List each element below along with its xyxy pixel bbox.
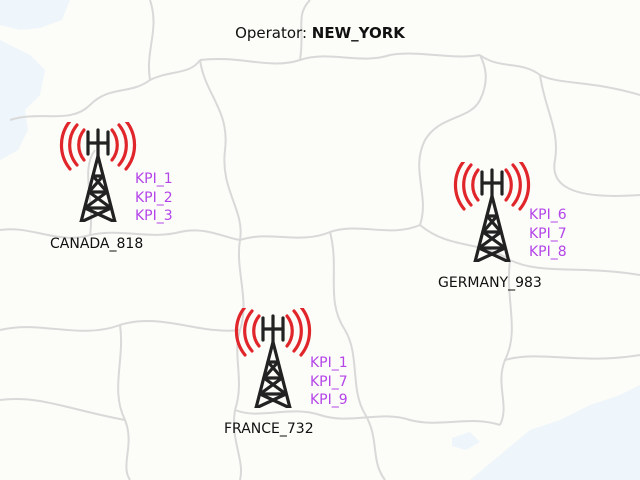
cell-tower-graphic (234, 305, 312, 410)
kpi-item: KPI_2 (135, 189, 173, 206)
cell-tower-icon[interactable] (48, 119, 148, 224)
site-label: CANADA_818 (50, 236, 144, 252)
kpi-item: KPI_7 (529, 225, 567, 242)
site-label: FRANCE_732 (224, 421, 314, 437)
kpi-item: KPI_8 (529, 244, 567, 260)
water-southeast (470, 385, 640, 480)
kpi-list: KPI_1 KPI_7 KPI_9 (310, 354, 348, 410)
kpi-item: KPI_9 (310, 392, 348, 408)
water-lake (452, 432, 480, 450)
kpi-item: KPI_3 (135, 208, 173, 224)
cell-tower-graphic (59, 119, 137, 224)
operator-name: NEW_YORK (311, 24, 405, 42)
kpi-list: KPI_6 KPI_7 KPI_8 (529, 206, 567, 262)
cell-tower-graphic (453, 159, 531, 264)
kpi-item: KPI_1 (135, 171, 173, 187)
water-northwest (0, 40, 45, 160)
water-north (0, 0, 70, 30)
kpi-list: KPI_1 KPI_2 KPI_3 (135, 170, 173, 226)
kpi-item: KPI_1 (310, 355, 348, 371)
operator-title: Operator: NEW_YORK (0, 24, 640, 42)
kpi-item: KPI_6 (529, 207, 567, 223)
cell-tower-icon[interactable] (442, 159, 542, 264)
kpi-item: KPI_7 (310, 373, 348, 390)
cell-tower-icon[interactable] (223, 305, 323, 410)
operator-prefix: Operator: (235, 24, 308, 42)
site-label: GERMANY_983 (438, 275, 542, 291)
